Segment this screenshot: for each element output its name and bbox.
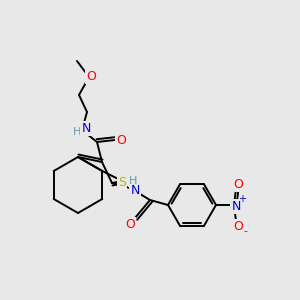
Text: O: O: [116, 134, 126, 146]
Text: O: O: [86, 70, 96, 83]
Text: +: +: [238, 194, 246, 204]
Text: O: O: [125, 218, 135, 230]
Text: -: -: [243, 226, 247, 236]
Text: N: N: [81, 122, 91, 134]
Text: O: O: [233, 220, 243, 232]
Text: N: N: [130, 184, 140, 197]
Text: N: N: [231, 200, 241, 212]
Text: S: S: [118, 176, 126, 188]
Text: H: H: [129, 176, 137, 186]
Text: H: H: [73, 127, 81, 137]
Text: O: O: [233, 178, 243, 190]
